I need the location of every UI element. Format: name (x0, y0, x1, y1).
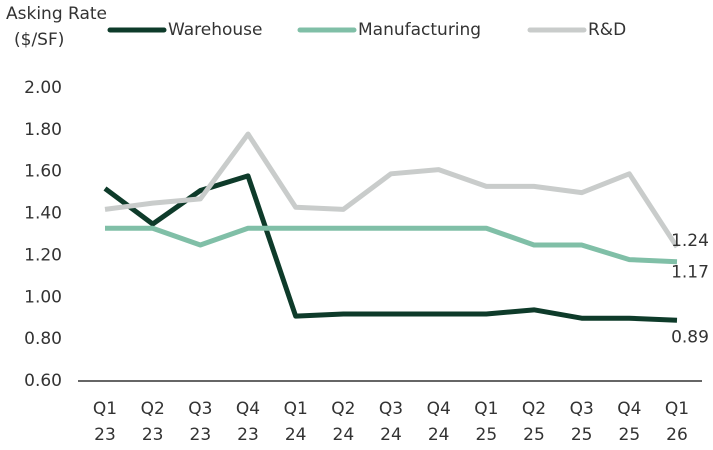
x-tick-label-line: 26 (666, 425, 688, 445)
y-axis-label: ($/SF) (14, 30, 64, 50)
end-value-label: 1.17 (671, 263, 709, 283)
x-tick-label-line: 23 (190, 425, 212, 445)
y-axis-label: Asking Rate (6, 4, 107, 24)
x-tick-label-line: 23 (142, 425, 164, 445)
x-tick-label-line: 25 (619, 425, 641, 445)
x-tick-label-line: Q4 (236, 399, 260, 419)
x-tick-label: Q3 25 (570, 399, 594, 445)
legend-label: R&D (588, 20, 626, 40)
x-tick-label-line: Q2 (141, 399, 165, 419)
y-tick-label: 1.60 (24, 162, 62, 182)
x-tick-label: Q2 23 (141, 399, 165, 445)
series-line (104, 131, 680, 249)
x-tick-label-line: 24 (428, 425, 450, 445)
series-line (105, 225, 678, 265)
x-tick-label: Q3 24 (379, 399, 403, 445)
x-tick-label: Q1 23 (93, 399, 117, 445)
y-tick-label: 2.00 (24, 78, 62, 98)
x-tick-label-line: Q4 (617, 399, 641, 419)
end-value-label: 0.89 (671, 327, 709, 347)
x-tick-label-line: Q4 (427, 399, 451, 419)
y-tick-label: 1.20 (24, 245, 62, 265)
x-tick-label: Q2 24 (331, 399, 355, 445)
x-tick-label: Q2 25 (522, 399, 546, 445)
x-tick-label-line: 25 (523, 425, 545, 445)
x-tick-label-line: 24 (285, 425, 307, 445)
x-tick-label-line: Q1 (93, 399, 117, 419)
y-tick-label: 1.80 (24, 120, 62, 140)
legend-label: Warehouse (168, 20, 262, 40)
legend-label: Manufacturing (358, 20, 481, 40)
x-tick-label-line: 25 (476, 425, 498, 445)
x-tick-label-line: Q1 (284, 399, 308, 419)
x-tick-label-line: 23 (94, 425, 116, 445)
x-tick-label-line: 24 (380, 425, 402, 445)
x-tick-label-line: Q2 (522, 399, 546, 419)
x-tick-label: Q1 24 (284, 399, 308, 445)
x-tick-label-line: Q3 (188, 399, 212, 419)
x-tick-label: Q1 25 (474, 399, 498, 445)
x-tick-label: Q4 23 (236, 399, 260, 445)
x-tick-label-line: 25 (571, 425, 593, 445)
x-tick-label-line: Q3 (379, 399, 403, 419)
x-tick-label: Q4 25 (617, 399, 641, 445)
x-tick-label: Q3 23 (188, 399, 212, 445)
x-tick-label: Q4 24 (427, 399, 451, 445)
x-tick-label-line: Q1 (665, 399, 689, 419)
y-tick-label: 1.40 (24, 204, 62, 224)
y-tick-label: 0.60 (24, 371, 62, 391)
x-tick-label-line: 24 (333, 425, 355, 445)
x-tick-label-line: Q1 (474, 399, 498, 419)
x-tick-label-line: Q2 (331, 399, 355, 419)
x-tick-label-line: Q3 (570, 399, 594, 419)
y-tick-label: 0.80 (24, 329, 62, 349)
end-value-label: 1.24 (671, 231, 709, 251)
x-tick-label-line: 23 (237, 425, 259, 445)
x-tick-label: Q1 26 (665, 399, 689, 445)
series-line (103, 173, 678, 323)
y-tick-label: 1.00 (24, 287, 62, 307)
